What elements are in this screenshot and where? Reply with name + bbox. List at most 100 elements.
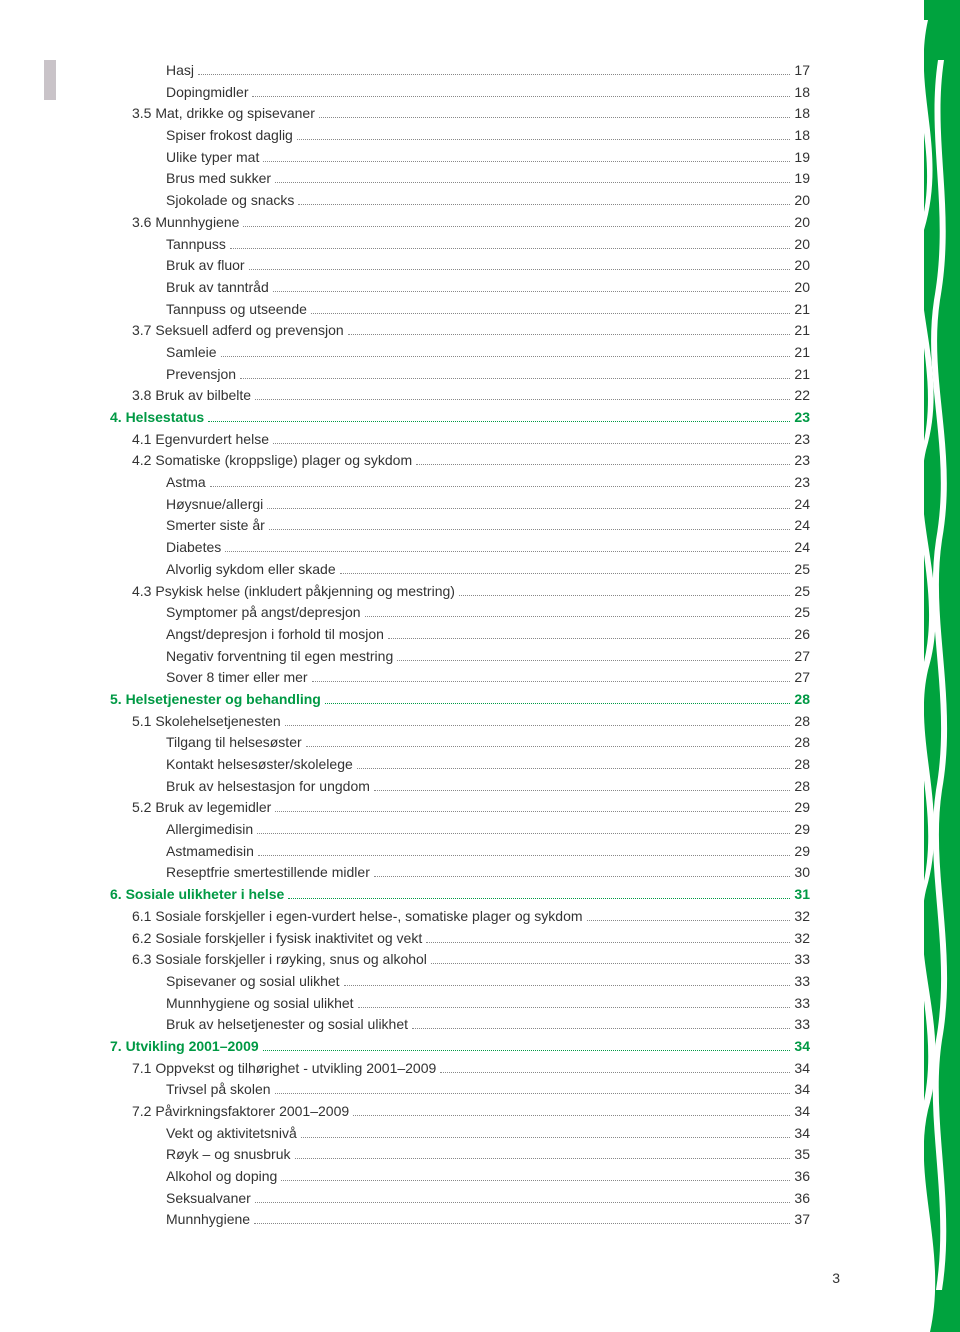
toc-leader-dots: [267, 499, 790, 508]
toc-entry: Bruk av helsestasjon for ungdom28: [110, 776, 810, 798]
toc-label: Bruk av fluor: [110, 255, 245, 277]
toc-leader-dots: [263, 1042, 791, 1051]
toc-leader-dots: [273, 434, 790, 443]
toc-label: Sover 8 timer eller mer: [110, 667, 308, 689]
toc-page-number: 32: [794, 906, 810, 928]
toc-page-number: 20: [794, 212, 810, 234]
toc-page-number: 31: [794, 884, 810, 906]
toc-entry: Munnhygiene og sosial ulikhet33: [110, 993, 810, 1015]
toc-leader-dots: [431, 955, 791, 964]
toc-label: Munnhygiene: [110, 1209, 250, 1231]
toc-entry: 6.1 Sosiale forskjeller i egen-vurdert h…: [110, 906, 810, 928]
toc-page-number: 33: [794, 971, 810, 993]
toc-leader-dots: [348, 326, 791, 335]
toc-entry: Bruk av fluor20: [110, 255, 810, 277]
toc-entry: Diabetes24: [110, 537, 810, 559]
toc-page-number: 28: [794, 689, 810, 711]
toc-label: 7.2 Påvirkningsfaktorer 2001–2009: [110, 1101, 349, 1123]
toc-page-number: 28: [794, 776, 810, 798]
toc-page-number: 27: [794, 646, 810, 668]
toc-page-number: 23: [794, 450, 810, 472]
toc-page-number: 20: [794, 277, 810, 299]
toc-entry: Alkohol og doping36: [110, 1166, 810, 1188]
toc-label: Kontakt helsesøster/skolelege: [110, 754, 353, 776]
toc-page-number: 25: [794, 581, 810, 603]
toc-leader-dots: [269, 521, 791, 530]
toc-entry: Tannpuss20: [110, 234, 810, 256]
toc-page-number: 36: [794, 1188, 810, 1210]
toc-label: Seksualvaner: [110, 1188, 251, 1210]
toc-leader-dots: [344, 976, 791, 985]
toc-leader-dots: [208, 413, 790, 422]
toc-label: Røyk – og snusbruk: [110, 1144, 291, 1166]
toc-entry: Brus med sukker 19: [110, 168, 810, 190]
toc-entry: Røyk – og snusbruk35: [110, 1144, 810, 1166]
toc-entry: Seksualvaner 36: [110, 1188, 810, 1210]
toc-entry: 6.3 Sosiale forskjeller i røyking, snus …: [110, 949, 810, 971]
toc-leader-dots: [358, 998, 791, 1007]
toc-leader-dots: [306, 738, 791, 747]
toc-page-number: 23: [794, 472, 810, 494]
toc-leader-dots: [240, 369, 790, 378]
toc-entry: 5. Helsetjenester og behandling28: [110, 689, 810, 711]
toc-entry: Ulike typer mat19: [110, 147, 810, 169]
toc-entry: 6.2 Sosiale forskjeller i fysisk inaktiv…: [110, 928, 810, 950]
toc-label: Symptomer på angst/depresjon: [110, 602, 361, 624]
toc-leader-dots: [353, 1107, 790, 1116]
toc-leader-dots: [249, 261, 791, 270]
toc-entry: 5.1 Skolehelsetjenesten28: [110, 711, 810, 733]
toc-label: Bruk av tanntråd: [110, 277, 269, 299]
toc-entry: 5.2 Bruk av legemidler29: [110, 797, 810, 819]
toc-entry: Høysnue/allergi24: [110, 494, 810, 516]
toc-entry: 3.6 Munnhygiene20: [110, 212, 810, 234]
toc-entry: 3.5 Mat, drikke og spisevaner18: [110, 103, 810, 125]
toc-leader-dots: [263, 152, 790, 161]
toc-leader-dots: [587, 911, 791, 920]
toc-leader-dots: [311, 304, 791, 313]
toc-leader-dots: [210, 478, 791, 487]
toc-page-number: 19: [794, 168, 810, 190]
toc-leader-dots: [255, 1193, 791, 1202]
toc-label: Bruk av helsetjenester og sosial ulikhet: [110, 1014, 408, 1036]
toc-leader-dots: [459, 586, 790, 595]
toc-page-number: 17: [794, 60, 810, 82]
toc-entry: Kontakt helsesøster/skolelege28: [110, 754, 810, 776]
toc-label: Brus med sukker: [110, 168, 271, 190]
toc-label: Alvorlig sykdom eller skade: [110, 559, 336, 581]
toc-entry: 4.3 Psykisk helse (inkludert påkjenning …: [110, 581, 810, 603]
toc-leader-dots: [319, 109, 791, 118]
toc-entry: Spisevaner og sosial ulikhet 33: [110, 971, 810, 993]
toc-page-number: 24: [794, 537, 810, 559]
toc-label: Prevensjon: [110, 364, 236, 386]
toc-leader-dots: [255, 391, 790, 400]
toc-entry: 7. Utvikling 2001–200934: [110, 1036, 810, 1058]
toc-entry: Sover 8 timer eller mer27: [110, 667, 810, 689]
toc-entry: Bruk av tanntråd 20: [110, 277, 810, 299]
toc-page-number: 28: [794, 732, 810, 754]
toc-label: 4.2 Somatiske (kroppslige) plager og syk…: [110, 450, 412, 472]
toc-label: Allergimedisin: [110, 819, 253, 841]
page-number: 3: [832, 1270, 840, 1286]
toc-page-number: 29: [794, 819, 810, 841]
toc-label: Trivsel på skolen: [110, 1079, 271, 1101]
toc-page-number: 21: [794, 364, 810, 386]
toc-entry: Smerter siste år24: [110, 515, 810, 537]
toc-page-number: 32: [794, 928, 810, 950]
toc-label: Spisevaner og sosial ulikhet: [110, 971, 340, 993]
toc-page-number: 29: [794, 797, 810, 819]
tab-marker: [44, 60, 56, 100]
toc-leader-dots: [275, 174, 790, 183]
toc-leader-dots: [221, 348, 791, 357]
decorative-sidebar: [904, 0, 960, 1332]
toc-label: Høysnue/allergi: [110, 494, 263, 516]
toc-page-number: 34: [794, 1036, 810, 1058]
toc-entry: 6. Sosiale ulikheter i helse31: [110, 884, 810, 906]
toc-entry: Trivsel på skolen34: [110, 1079, 810, 1101]
toc-page-number: 23: [794, 407, 810, 429]
toc-leader-dots: [325, 695, 791, 704]
toc-page-number: 18: [794, 103, 810, 125]
toc-label: Ulike typer mat: [110, 147, 259, 169]
toc-entry: Tilgang til helsesøster28: [110, 732, 810, 754]
toc-leader-dots: [252, 87, 790, 96]
toc-entry: Symptomer på angst/depresjon25: [110, 602, 810, 624]
